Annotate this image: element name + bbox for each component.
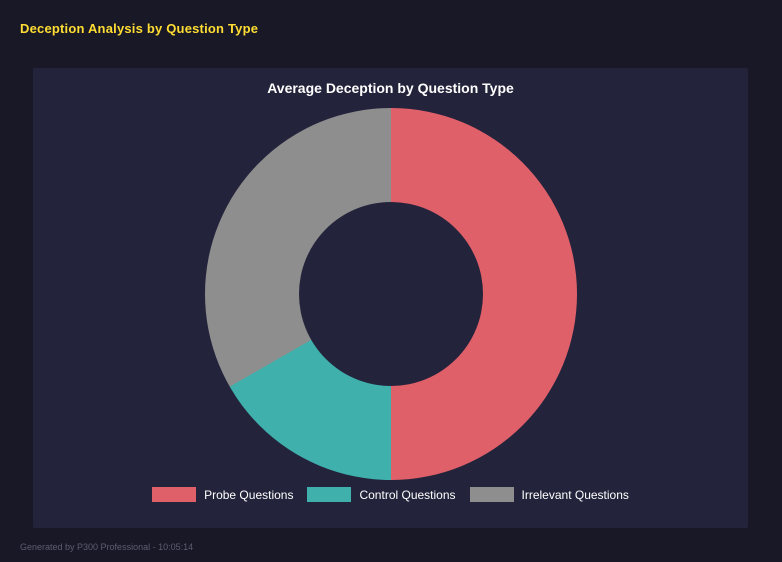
footer-status-text: Generated by P300 Professional - 10:05:1… [20, 542, 194, 552]
chart-panel: Average Deception by Question Type Probe… [33, 68, 748, 528]
legend-swatch [469, 487, 514, 502]
donut-hole [298, 202, 483, 386]
legend-item-control[interactable]: Control Questions [307, 487, 456, 502]
legend-swatch [307, 487, 352, 502]
legend-item-probe[interactable]: Probe Questions [152, 487, 293, 502]
legend-label: Control Questions [359, 487, 456, 502]
legend-label: Probe Questions [204, 487, 294, 502]
chart-title: Average Deception by Question Type [267, 80, 514, 96]
donut-chart-area [204, 108, 577, 480]
legend-swatch [152, 487, 197, 502]
legend-item-irrelevant[interactable]: Irrelevant Questions [469, 487, 629, 502]
page-title: Deception Analysis by Question Type [20, 21, 259, 36]
legend-label: Irrelevant Questions [521, 487, 629, 502]
chart-legend: Probe Questions Control Questions Irrele… [33, 487, 748, 502]
